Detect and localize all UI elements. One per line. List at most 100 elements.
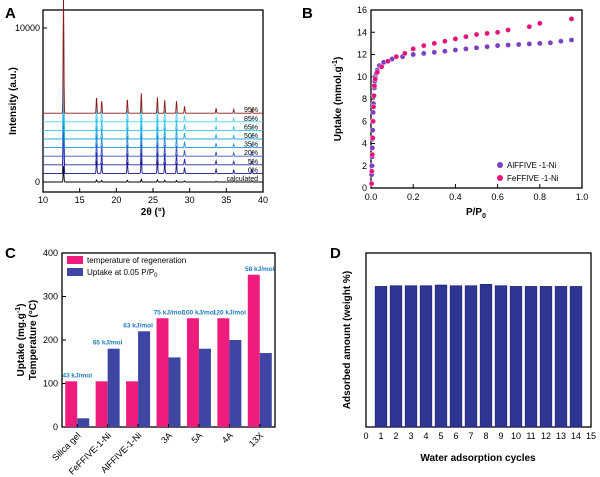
panel-b-point-feffive <box>368 180 375 187</box>
panel-a-xtick-30: 30 <box>185 195 195 205</box>
panel-b-point-feffive <box>526 23 533 30</box>
panel-b-ytick-10: 10 <box>357 72 367 82</box>
panel-b-xtick-0: 0.0 <box>365 192 378 202</box>
panel-b-point-feffive <box>393 53 400 60</box>
panel-b-point-alffive <box>537 40 543 47</box>
panel-a-line-65pct <box>43 30 263 131</box>
panel-b-point-feffive <box>484 30 490 37</box>
panel-b-point-feffive <box>568 16 575 22</box>
panel-b-point-feffive <box>431 40 438 47</box>
panel-c-bar-regeneration <box>217 318 230 427</box>
panel-a-line-calculated <box>43 166 263 183</box>
panel-b-point-feffive <box>374 69 381 76</box>
panel-b-point-alffive <box>568 37 575 43</box>
panel-d-bar-cycle-1 <box>374 286 388 428</box>
panel-a-line-label-50pct: 50% <box>244 133 258 140</box>
panel-d-bar-cycle-12 <box>539 286 553 428</box>
panel-c-bar-regeneration <box>65 381 78 427</box>
panel-b-point-alffive <box>463 46 469 52</box>
panel-b-point-alffive <box>558 38 564 45</box>
panel-b-ytick-0: 0 <box>362 183 367 193</box>
panel-b-legend: AlFFIVE -1-Ni FeFFIVE -1-Ni <box>497 161 559 183</box>
panel-b-point-feffive <box>385 58 391 65</box>
panel-a-ytick-10000: 10000 <box>15 23 40 33</box>
panel-d-bar-cycle-14 <box>569 286 583 428</box>
panel-d-xtick-4: 4 <box>423 431 428 441</box>
panel-b-point-alffive <box>505 42 511 48</box>
panel-b-point-alffive <box>526 41 533 47</box>
panel-c-xtick-label: 5A <box>189 430 204 445</box>
panel-c-bar-uptake <box>168 357 181 427</box>
panel-a-xlabel: 2θ (°) <box>141 207 165 218</box>
panel-b-point-feffive <box>370 104 377 110</box>
panel-b-point-feffive <box>442 38 448 45</box>
panel-b-point-alffive <box>452 47 459 53</box>
panel-a-line-35pct <box>43 47 263 149</box>
panel-a-xtick-20: 20 <box>111 195 121 205</box>
panel-b-point-alffive <box>484 43 490 50</box>
panel-b-point-alffive <box>410 51 417 58</box>
panel-c-annotation: 75 kJ/mol <box>154 309 184 316</box>
panel-d-xtick-2: 2 <box>393 431 398 441</box>
panel-c-xtick-label: 3A <box>159 430 174 445</box>
panel-a-line-95pct <box>43 0 263 114</box>
panel-b-point-feffive <box>401 50 408 57</box>
panel-d-xtick-7: 7 <box>468 431 473 441</box>
panel-b-point-feffive <box>452 36 459 42</box>
panel-d-xtick-14: 14 <box>571 431 581 441</box>
panel-c-annotation: 43 kJ/mol <box>62 372 92 379</box>
panel-b-ytick-8: 8 <box>362 94 367 104</box>
panel-b-point-alffive <box>494 42 501 49</box>
panel-b-point-feffive <box>378 63 385 70</box>
panel-a-xtick-40: 40 <box>258 195 268 205</box>
panel-d-xtick-9: 9 <box>498 431 503 441</box>
panel-a-xtick-25: 25 <box>148 195 158 205</box>
panel-a-xtick-15: 15 <box>75 195 85 205</box>
panel-d-xtick-12: 12 <box>541 431 551 441</box>
panel-d-bar-cycle-10 <box>509 286 523 428</box>
panel-b-point-alffive <box>442 48 448 55</box>
legend-swatch-regeneration <box>67 256 83 264</box>
panel-a: A 10 15 20 25 30 35 40 10000 0 2θ (°) Intensit… <box>5 0 268 218</box>
panel-a-line-label-85pct: 85% <box>244 116 258 123</box>
panel-d-axes <box>365 252 592 428</box>
legend-label-feffive: FeFFIVE -1-Ni <box>507 174 559 183</box>
panel-c-ytick-0: 0 <box>53 422 58 432</box>
panel-a-line-label-5pct: 5% <box>248 159 258 166</box>
panel-b-point-alffive <box>431 49 438 56</box>
panel-d-xtick-11: 11 <box>526 431 535 441</box>
panel-c-ylabel-temperature: Temperature (°C) <box>28 300 39 381</box>
panel-d-bar-cycle-13 <box>554 286 568 428</box>
panel-c-xtick-label: 13X <box>247 430 265 448</box>
panel-c-annotation: 100 kJ/mol <box>182 309 215 316</box>
panel-d-xtick-8: 8 <box>483 431 488 441</box>
panel-a-line-label-95pct: 95% <box>244 107 258 114</box>
panel-b-ytick-2: 2 <box>362 161 367 171</box>
panel-a-xtick-35: 35 <box>221 195 231 205</box>
panel-b-xticks: 0.0 0.2 0.4 0.6 0.8 1.0 <box>365 184 588 202</box>
panel-c-bar-regeneration <box>126 381 139 427</box>
panel-d-bar-cycle-11 <box>524 286 538 428</box>
panel-c-bar-uptake <box>138 331 151 427</box>
panel-b-point-feffive <box>370 118 376 125</box>
panel-b-ytick-14: 14 <box>357 27 367 37</box>
panel-a-line-20pct <box>43 55 263 157</box>
panel-c-bar-regeneration <box>95 381 108 427</box>
panel-c-legend: temperature of regeneration Uptake at 0.… <box>67 256 186 279</box>
panel-d-bar-cycle-8 <box>479 284 493 428</box>
panel-c-ytick-200: 200 <box>43 335 58 345</box>
panel-a-line-label-calculated: calculated <box>226 176 258 183</box>
panel-b-point-feffive <box>410 46 417 52</box>
panel-b-point-feffive <box>463 33 469 40</box>
panel-d-ylabel: Adsorbed amount (weight %) <box>342 271 353 409</box>
panel-a-series: calculated 0%5% 20%35% 50% 65%85% 95% <box>43 0 263 183</box>
legend-swatch-alffive <box>497 162 503 168</box>
panel-b-ytick-12: 12 <box>357 50 367 60</box>
panel-d-bar-cycle-3 <box>404 285 418 428</box>
panel-b-point-alffive <box>369 127 376 133</box>
panel-b-ytick-4: 4 <box>362 139 367 149</box>
panel-b-point-feffive <box>368 168 375 175</box>
panel-a-letter: A <box>5 5 16 22</box>
